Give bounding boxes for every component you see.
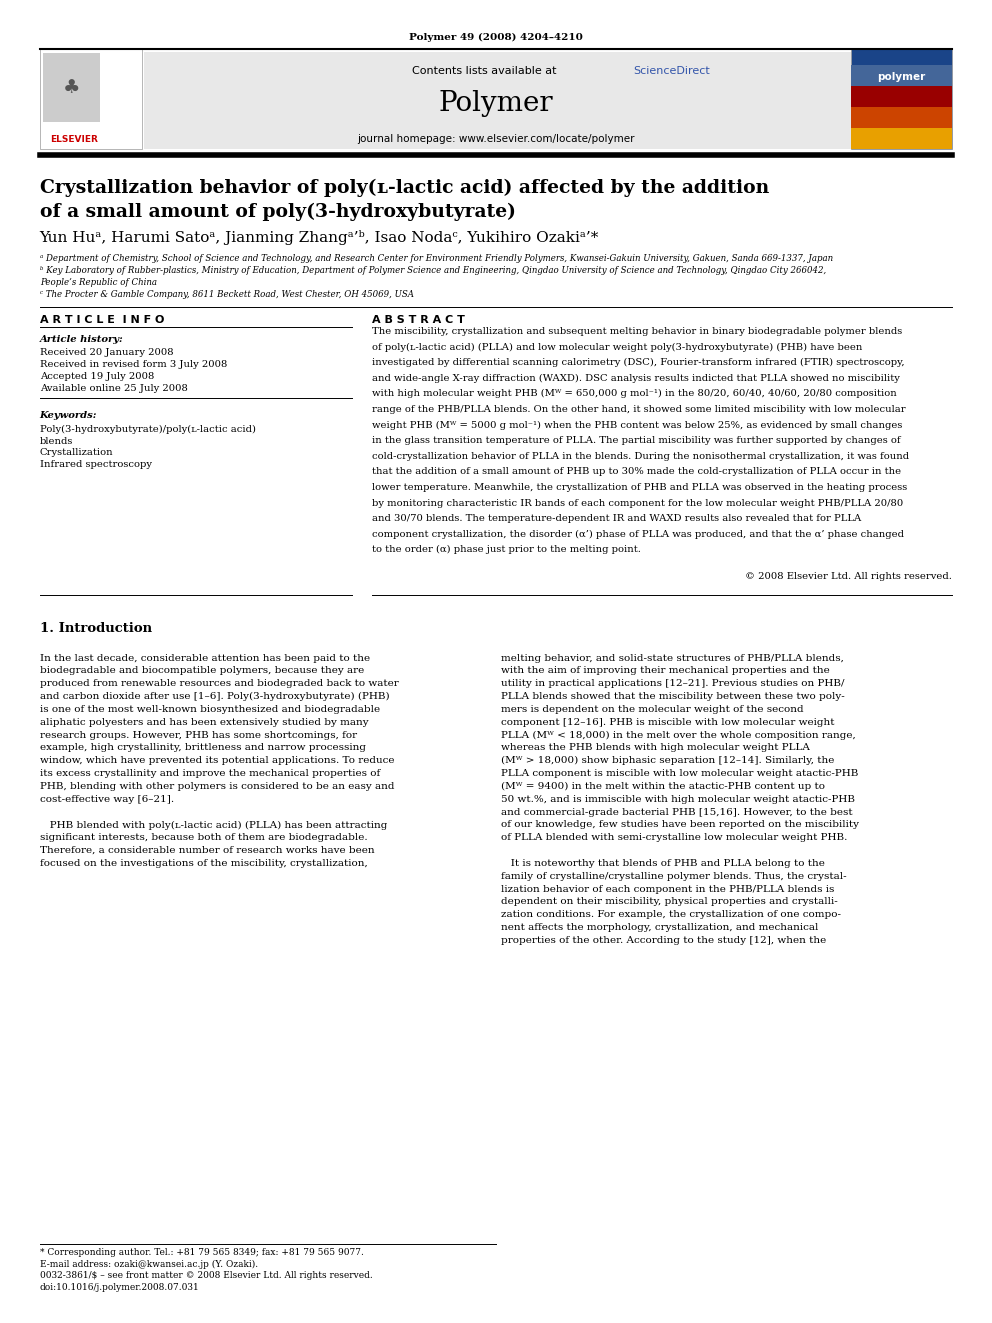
Bar xyxy=(43,53,100,122)
Text: Crystallization behavior of poly(ʟ-lactic acid) affected by the addition: Crystallization behavior of poly(ʟ-lacti… xyxy=(40,179,769,197)
Text: ♣: ♣ xyxy=(62,78,80,97)
Text: People’s Republic of China: People’s Republic of China xyxy=(40,278,157,287)
Text: in the glass transition temperature of PLLA. The partial miscibility was further: in the glass transition temperature of P… xyxy=(372,437,901,445)
Text: ᶜ The Procter & Gamble Company, 8611 Beckett Road, West Chester, OH 45069, USA: ᶜ The Procter & Gamble Company, 8611 Bec… xyxy=(40,290,414,299)
Text: whereas the PHB blends with high molecular weight PLLA: whereas the PHB blends with high molecul… xyxy=(501,744,809,753)
Text: dependent on their miscibility, physical properties and crystalli-: dependent on their miscibility, physical… xyxy=(501,897,837,906)
Text: investigated by differential scanning calorimetry (DSC), Fourier-transform infra: investigated by differential scanning ca… xyxy=(372,359,905,366)
Text: PLLA blends showed that the miscibility between these two poly-: PLLA blends showed that the miscibility … xyxy=(501,692,845,701)
Bar xyxy=(144,128,851,149)
Text: research groups. However, PHB has some shortcomings, for: research groups. However, PHB has some s… xyxy=(40,730,357,740)
Bar xyxy=(851,65,952,86)
Text: 1. Introduction: 1. Introduction xyxy=(40,622,152,635)
Text: Contents lists available at: Contents lists available at xyxy=(412,66,559,77)
Text: polymer: polymer xyxy=(878,71,926,82)
Text: produced from renewable resources and biodegraded back to water: produced from renewable resources and bi… xyxy=(40,679,399,688)
Text: of poly(ʟ-lactic acid) (PLLA) and low molecular weight poly(3-hydroxybutyrate) (: of poly(ʟ-lactic acid) (PLLA) and low mo… xyxy=(372,343,862,352)
Text: and carbon dioxide after use [1–6]. Poly(3-hydroxybutyrate) (PHB): and carbon dioxide after use [1–6]. Poly… xyxy=(40,692,389,701)
Text: aliphatic polyesters and has been extensively studied by many: aliphatic polyesters and has been extens… xyxy=(40,717,368,726)
Text: and 30/70 blends. The temperature-dependent IR and WAXD results also revealed th: and 30/70 blends. The temperature-depend… xyxy=(372,515,861,523)
Text: of a small amount of poly(3-hydroxybutyrate): of a small amount of poly(3-hydroxybutyr… xyxy=(40,202,516,221)
Text: range of the PHB/PLLA blends. On the other hand, it showed some limited miscibil: range of the PHB/PLLA blends. On the oth… xyxy=(372,405,906,414)
Text: ᵃ Department of Chemistry, School of Science and Technology, and Research Center: ᵃ Department of Chemistry, School of Sci… xyxy=(40,254,833,263)
Text: zation conditions. For example, the crystallization of one compo-: zation conditions. For example, the crys… xyxy=(501,910,841,919)
Text: blends: blends xyxy=(40,437,73,446)
Text: significant interests, because both of them are biodegradable.: significant interests, because both of t… xyxy=(40,833,367,843)
Text: A R T I C L E  I N F O: A R T I C L E I N F O xyxy=(40,315,164,325)
Text: lization behavior of each component in the PHB/PLLA blends is: lization behavior of each component in t… xyxy=(501,885,834,893)
Text: PHB blended with poly(ʟ-lactic acid) (PLLA) has been attracting: PHB blended with poly(ʟ-lactic acid) (PL… xyxy=(40,820,387,830)
Text: A B S T R A C T: A B S T R A C T xyxy=(372,315,465,325)
Text: weight PHB (Mᵂ = 5000 g mol⁻¹) when the PHB content was below 25%, as evidenced : weight PHB (Mᵂ = 5000 g mol⁻¹) when the … xyxy=(372,421,903,430)
Text: Polymer 49 (2008) 4204–4210: Polymer 49 (2008) 4204–4210 xyxy=(409,33,583,41)
Text: is one of the most well-known biosynthesized and biodegradable: is one of the most well-known biosynthes… xyxy=(40,705,380,714)
Bar xyxy=(851,107,952,128)
Text: cold-crystallization behavior of PLLA in the blends. During the nonisothermal cr: cold-crystallization behavior of PLLA in… xyxy=(372,451,909,460)
Text: ᵇ Key Laboratory of Rubber-plastics, Ministry of Education, Department of Polyme: ᵇ Key Laboratory of Rubber-plastics, Min… xyxy=(40,266,826,275)
Text: and wide-angle X-ray diffraction (WAXD). DSC analysis results indicted that PLLA: and wide-angle X-ray diffraction (WAXD).… xyxy=(372,373,900,382)
Text: Article history:: Article history: xyxy=(40,335,123,344)
Text: The miscibility, crystallization and subsequent melting behavior in binary biode: The miscibility, crystallization and sub… xyxy=(372,327,903,336)
Text: component [12–16]. PHB is miscible with low molecular weight: component [12–16]. PHB is miscible with … xyxy=(501,717,834,726)
Text: and commercial-grade bacterial PHB [15,16]. However, to the best: and commercial-grade bacterial PHB [15,1… xyxy=(501,807,852,816)
Text: lower temperature. Meanwhile, the crystallization of PHB and PLLA was observed i: lower temperature. Meanwhile, the crysta… xyxy=(372,483,908,492)
Text: PLLA (Mᵂ < 18,000) in the melt over the whole composition range,: PLLA (Mᵂ < 18,000) in the melt over the … xyxy=(501,730,856,740)
Bar xyxy=(144,52,851,131)
Text: nent affects the morphology, crystallization, and mechanical: nent affects the morphology, crystalliza… xyxy=(501,923,818,933)
Text: ELSEVIER: ELSEVIER xyxy=(51,135,98,144)
Text: window, which have prevented its potential applications. To reduce: window, which have prevented its potenti… xyxy=(40,757,394,765)
Bar xyxy=(851,49,952,149)
Text: utility in practical applications [12–21]. Previous studies on PHB/: utility in practical applications [12–21… xyxy=(501,679,844,688)
Text: E-mail address: ozaki@kwansei.ac.jp (Y. Ozaki).: E-mail address: ozaki@kwansei.ac.jp (Y. … xyxy=(40,1259,258,1269)
Text: Keywords:: Keywords: xyxy=(40,411,97,421)
Text: Poly(3-hydroxybutyrate)/poly(ʟ-lactic acid): Poly(3-hydroxybutyrate)/poly(ʟ-lactic ac… xyxy=(40,425,256,434)
Text: Received 20 January 2008: Received 20 January 2008 xyxy=(40,348,174,357)
Text: PLLA component is miscible with low molecular weight atactic-PHB: PLLA component is miscible with low mole… xyxy=(501,769,858,778)
Text: with the aim of improving their mechanical properties and the: with the aim of improving their mechanic… xyxy=(501,667,829,676)
Text: Received in revised form 3 July 2008: Received in revised form 3 July 2008 xyxy=(40,360,227,369)
Text: 50 wt.%, and is immiscible with high molecular weight atactic-PHB: 50 wt.%, and is immiscible with high mol… xyxy=(501,795,855,804)
Text: PHB, blending with other polymers is considered to be an easy and: PHB, blending with other polymers is con… xyxy=(40,782,394,791)
Text: with high molecular weight PHB (Mᵂ = 650,000 g mol⁻¹) in the 80/20, 60/40, 40/60: with high molecular weight PHB (Mᵂ = 650… xyxy=(372,389,897,398)
Text: component crystallization, the disorder (α’) phase of PLLA was produced, and tha: component crystallization, the disorder … xyxy=(372,529,904,538)
Text: mers is dependent on the molecular weight of the second: mers is dependent on the molecular weigh… xyxy=(501,705,804,714)
Text: doi:10.1016/j.polymer.2008.07.031: doi:10.1016/j.polymer.2008.07.031 xyxy=(40,1283,199,1293)
Text: (Mᵂ = 9400) in the melt within the atactic-PHB content up to: (Mᵂ = 9400) in the melt within the atact… xyxy=(501,782,825,791)
Text: In the last decade, considerable attention has been paid to the: In the last decade, considerable attenti… xyxy=(40,654,370,663)
Text: of PLLA blended with semi-crystalline low molecular weight PHB.: of PLLA blended with semi-crystalline lo… xyxy=(501,833,847,843)
Text: © 2008 Elsevier Ltd. All rights reserved.: © 2008 Elsevier Ltd. All rights reserved… xyxy=(745,572,952,581)
Text: cost-effective way [6–21].: cost-effective way [6–21]. xyxy=(40,795,174,804)
Text: Polymer: Polymer xyxy=(438,90,554,116)
Text: its excess crystallinity and improve the mechanical properties of: its excess crystallinity and improve the… xyxy=(40,769,380,778)
Text: ScienceDirect: ScienceDirect xyxy=(633,66,709,77)
Text: journal homepage: www.elsevier.com/locate/polymer: journal homepage: www.elsevier.com/locat… xyxy=(357,134,635,144)
Text: Yun Huᵃ, Harumi Satoᵃ, Jianming Zhangᵃ’ᵇ, Isao Nodaᶜ, Yukihiro Ozakiᵃ’*: Yun Huᵃ, Harumi Satoᵃ, Jianming Zhangᵃ’ᵇ… xyxy=(40,230,599,245)
Text: that the addition of a small amount of PHB up to 30% made the cold-crystallizati: that the addition of a small amount of P… xyxy=(372,467,901,476)
Bar xyxy=(40,49,142,149)
Text: 0032-3861/$ – see front matter © 2008 Elsevier Ltd. All rights reserved.: 0032-3861/$ – see front matter © 2008 El… xyxy=(40,1271,372,1281)
Text: Accepted 19 July 2008: Accepted 19 July 2008 xyxy=(40,372,154,381)
Text: biodegradable and biocompatible polymers, because they are: biodegradable and biocompatible polymers… xyxy=(40,667,364,676)
Text: focused on the investigations of the miscibility, crystallization,: focused on the investigations of the mis… xyxy=(40,859,367,868)
Text: It is noteworthy that blends of PHB and PLLA belong to the: It is noteworthy that blends of PHB and … xyxy=(501,859,824,868)
Text: of our knowledge, few studies have been reported on the miscibility: of our knowledge, few studies have been … xyxy=(501,820,859,830)
Text: Therefore, a considerable number of research works have been: Therefore, a considerable number of rese… xyxy=(40,847,374,855)
Text: family of crystalline/crystalline polymer blends. Thus, the crystal-: family of crystalline/crystalline polyme… xyxy=(501,872,846,881)
Text: * Corresponding author. Tel.: +81 79 565 8349; fax: +81 79 565 9077.: * Corresponding author. Tel.: +81 79 565… xyxy=(40,1248,363,1257)
Text: example, high crystallinity, brittleness and narrow processing: example, high crystallinity, brittleness… xyxy=(40,744,366,753)
Text: Available online 25 July 2008: Available online 25 July 2008 xyxy=(40,384,187,393)
Bar xyxy=(851,86,952,107)
Text: properties of the other. According to the study [12], when the: properties of the other. According to th… xyxy=(501,935,826,945)
Text: Infrared spectroscopy: Infrared spectroscopy xyxy=(40,460,152,470)
Text: (Mᵂ > 18,000) show biphasic separation [12–14]. Similarly, the: (Mᵂ > 18,000) show biphasic separation [… xyxy=(501,757,834,765)
Bar xyxy=(851,128,952,149)
Text: to the order (α) phase just prior to the melting point.: to the order (α) phase just prior to the… xyxy=(372,545,641,554)
Text: Crystallization: Crystallization xyxy=(40,448,113,458)
Text: melting behavior, and solid-state structures of PHB/PLLA blends,: melting behavior, and solid-state struct… xyxy=(501,654,844,663)
Text: by monitoring characteristic IR bands of each component for the low molecular we: by monitoring characteristic IR bands of… xyxy=(372,499,904,508)
